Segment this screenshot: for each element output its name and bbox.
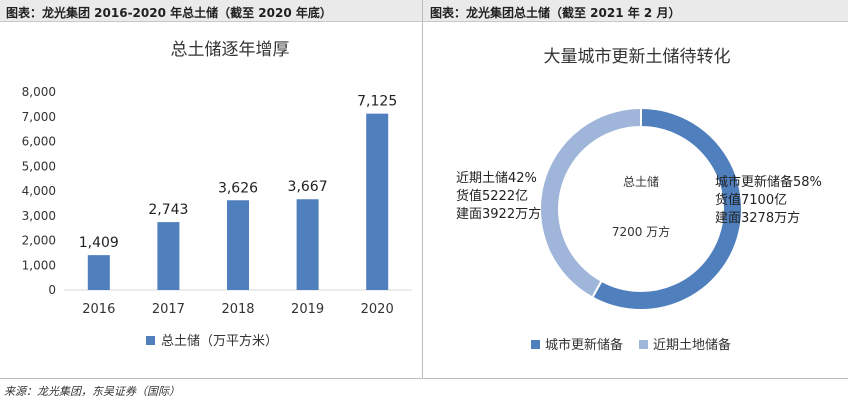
footer-divider (0, 378, 848, 379)
bar-value-label: 1,409 (79, 235, 119, 251)
annotation-city-renewal-line-1: 城市更新储备58% (715, 174, 822, 190)
y-tick-label: 3,000 (22, 209, 56, 223)
bar-value-label: 3,667 (288, 179, 328, 195)
y-axis-ticks: 0 1,000 2,000 3,000 4,000 5,000 6,000 7,000 8,00… (22, 85, 56, 297)
annotation-near-term-line-3: 建面3922万方 (456, 206, 541, 222)
x-tick-label: 2020 (361, 302, 394, 317)
annotation-city-renewal-line-2: 货值7100亿 (715, 192, 787, 208)
left-chart-caption: 图表：龙光集团 2016-2020 年总土储（截至 2020 年底） (6, 6, 332, 20)
donut-center-value: 7200 万方 (612, 224, 670, 239)
bar-2020 (366, 113, 389, 290)
source-note: 来源：龙光集团，东吴证券（国际） (4, 385, 180, 398)
annotation-near-term: 近期土储42% 货值5222亿 建面3922万方 (456, 171, 541, 222)
x-axis-tick-labels: 2016 2017 2018 2019 2020 (82, 302, 393, 317)
panel-divider (422, 0, 423, 378)
y-tick-label: 2,000 (22, 234, 56, 248)
x-tick-label: 2019 (291, 302, 324, 317)
bar-chart-panel: 总土储逐年增厚 0 1,000 2,000 3,000 4,000 5,000 6,000 7… (0, 22, 422, 378)
bar-value-label: 3,626 (218, 180, 258, 196)
y-tick-label: 8,000 (22, 85, 56, 99)
donut-chart-panel: 大量城市更新土储待转化 总土储 7200 万方 城市更新储备58% 货值7100… (423, 22, 848, 378)
bar-2019 (296, 199, 319, 290)
x-tick-label: 2017 (152, 302, 185, 317)
bar-chart: 总土储逐年增厚 0 1,000 2,000 3,000 4,000 5,000 6,000 7… (22, 40, 412, 349)
y-tick-label: 0 (48, 283, 56, 297)
x-tick-label: 2018 (221, 302, 254, 317)
y-tick-label: 4,000 (22, 184, 56, 198)
donut-slice-city-renewal (590, 106, 743, 311)
bar-2018 (227, 200, 249, 290)
y-tick-label: 5,000 (22, 159, 56, 173)
bar-chart-title: 总土储逐年增厚 (171, 40, 290, 60)
annotation-near-term-line-1: 近期土储42% (456, 171, 537, 186)
annotation-near-term-line-2: 货值5222亿 (456, 188, 528, 204)
donut-legend-label-city-renewal: 城市更新储备 (545, 337, 623, 353)
bar-legend-swatch (146, 336, 155, 345)
bar-legend: 总土储（万平方米） (146, 333, 278, 349)
y-tick-label: 6,000 (22, 135, 56, 149)
annotation-city-renewal: 城市更新储备58% 货值7100亿 建面3278万方 (715, 174, 822, 226)
caption-bar: 图表：龙光集团 2016-2020 年总土储（截至 2020 年底） 图表：龙光… (0, 0, 848, 22)
annotation-city-renewal-line-3: 建面3278万方 (715, 210, 800, 226)
bar-value-label: 2,743 (148, 202, 188, 218)
y-tick-label: 7,000 (22, 110, 56, 124)
donut-center-label: 总土储 (623, 174, 659, 189)
bar-2016 (87, 255, 110, 290)
bar-2017 (157, 222, 180, 290)
bar-legend-label: 总土储（万平方米） (161, 333, 278, 349)
bar-value-labels: 1,409 2,743 3,626 3,667 7,125 (79, 94, 397, 251)
donut-legend-swatch-city-renewal (531, 340, 540, 349)
donut-chart: 大量城市更新土储待转化 总土储 7200 万方 城市更新储备58% 货值7100… (456, 47, 822, 353)
donut-slices (539, 106, 743, 311)
y-tick-label: 1,000 (22, 258, 56, 272)
bar-value-label: 7,125 (357, 94, 397, 110)
donut-legend: 城市更新储备 近期土地储备 (531, 337, 731, 353)
donut-chart-title: 大量城市更新土储待转化 (544, 47, 731, 67)
donut-legend-label-near-term: 近期土地储备 (653, 337, 731, 353)
x-tick-label: 2016 (82, 302, 115, 317)
bar-series (87, 113, 389, 290)
right-chart-caption: 图表：龙光集团总土储（截至 2021 年 2 月） (430, 6, 681, 20)
donut-slice-near-term (539, 106, 642, 299)
donut-legend-swatch-near-term (639, 340, 648, 349)
